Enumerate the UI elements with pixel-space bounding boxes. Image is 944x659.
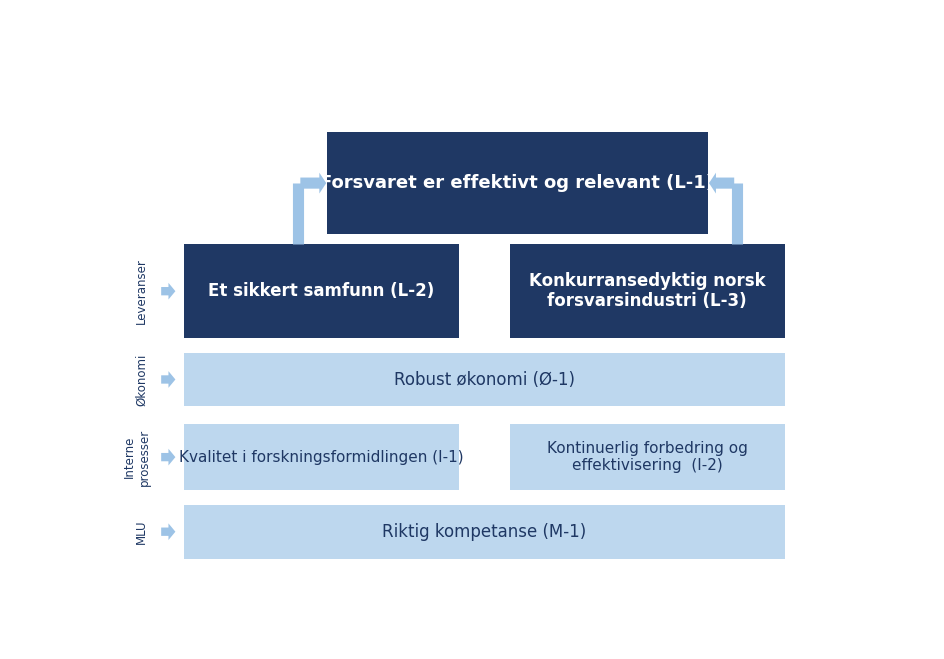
Text: Et sikkert samfunn (L-2): Et sikkert samfunn (L-2): [208, 282, 434, 300]
Bar: [184, 424, 458, 490]
Text: Konkurransedyktig norsk
forsvarsindustri (L-3): Konkurransedyktig norsk forsvarsindustri…: [529, 272, 765, 310]
Text: Robust økonomi (Ø-1): Robust økonomi (Ø-1): [394, 371, 574, 389]
Text: Forsvaret er effektivt og relevant (L-1): Forsvaret er effektivt og relevant (L-1): [320, 174, 714, 192]
Bar: [184, 505, 784, 559]
Bar: [184, 353, 784, 407]
Bar: [184, 244, 458, 338]
Text: Riktig kompetanse (M-1): Riktig kompetanse (M-1): [381, 523, 586, 541]
Text: MLU: MLU: [135, 519, 148, 544]
Text: Interne
prosesser: Interne prosesser: [123, 428, 150, 486]
Text: Kontinuerlig forbedring og
effektivisering  (I-2): Kontinuerlig forbedring og effektiviseri…: [547, 441, 747, 473]
Text: Leveranser: Leveranser: [135, 258, 148, 324]
Bar: [510, 244, 784, 338]
Text: Økonomi: Økonomi: [135, 353, 148, 406]
Bar: [327, 132, 707, 234]
Bar: [510, 424, 784, 490]
Text: Kvalitet i forskningsformidlingen (I-1): Kvalitet i forskningsformidlingen (I-1): [178, 449, 464, 465]
